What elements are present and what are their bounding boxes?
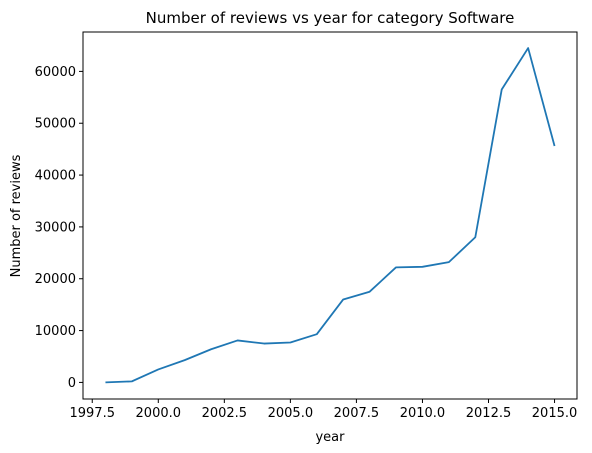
y-tick-label: 50000 bbox=[35, 117, 76, 132]
y-tick-label: 20000 bbox=[35, 272, 76, 287]
x-tick-label: 2007.5 bbox=[334, 406, 380, 421]
y-axis-label: Number of reviews bbox=[9, 154, 24, 277]
x-tick-label: 2012.5 bbox=[466, 406, 512, 421]
x-tick-label: 2010.0 bbox=[400, 406, 446, 421]
y-tick-label: 60000 bbox=[35, 65, 76, 80]
y-tick-label: 0 bbox=[68, 376, 76, 391]
y-tick-label: 30000 bbox=[35, 220, 76, 235]
series-line bbox=[105, 48, 554, 382]
y-tick-label: 40000 bbox=[35, 169, 76, 184]
x-tick-label: 2002.5 bbox=[202, 406, 248, 421]
chart-title: Number of reviews vs year for category S… bbox=[146, 9, 515, 27]
x-tick-label: 2000.0 bbox=[136, 406, 182, 421]
y-tick-label: 10000 bbox=[35, 324, 76, 339]
x-tick-label: 2005.0 bbox=[268, 406, 314, 421]
x-tick-label: 2015.0 bbox=[532, 406, 578, 421]
plot-area bbox=[105, 48, 554, 382]
x-axis-label: year bbox=[315, 430, 345, 445]
y-axis: 0 10000 20000 30000 40000 50000 60000 bbox=[35, 65, 83, 391]
x-axis: 1997.5 2000.0 2002.5 2005.0 2007.5 2010.0 2012… bbox=[69, 399, 577, 421]
x-tick-label: 1997.5 bbox=[69, 406, 115, 421]
